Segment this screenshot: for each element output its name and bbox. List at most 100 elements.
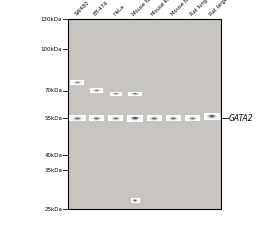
Bar	[168, 119, 169, 120]
Bar	[157, 120, 158, 121]
Bar	[137, 92, 138, 93]
Bar	[98, 89, 99, 90]
Bar	[152, 115, 153, 116]
Bar	[185, 115, 186, 116]
Bar	[82, 120, 83, 121]
Bar	[117, 117, 118, 118]
Bar	[137, 118, 138, 119]
Bar	[139, 116, 140, 117]
Bar	[97, 91, 98, 92]
Bar	[210, 117, 211, 118]
Bar	[89, 115, 90, 116]
Bar	[119, 118, 120, 119]
Bar	[92, 91, 93, 92]
Bar	[97, 115, 98, 116]
Bar	[186, 118, 187, 119]
Bar	[130, 93, 131, 94]
Bar	[168, 118, 169, 119]
Bar	[206, 116, 207, 117]
Bar	[155, 118, 156, 119]
Bar	[72, 116, 73, 117]
Bar	[99, 92, 100, 93]
Bar	[116, 115, 117, 116]
Bar	[193, 115, 194, 116]
Bar	[166, 117, 167, 118]
Bar	[158, 115, 159, 116]
Bar	[82, 80, 83, 81]
Bar	[74, 115, 75, 116]
Bar	[196, 117, 197, 118]
Bar	[192, 120, 193, 121]
Bar	[186, 120, 187, 121]
Bar	[73, 119, 74, 120]
Bar	[194, 119, 195, 120]
Bar	[167, 117, 168, 118]
Bar	[193, 118, 194, 119]
Bar	[91, 88, 92, 89]
Bar	[92, 117, 93, 118]
Bar	[172, 117, 173, 118]
Bar	[133, 115, 134, 116]
Bar	[140, 115, 141, 116]
Bar	[135, 115, 136, 116]
Bar	[119, 120, 120, 121]
Bar	[120, 118, 121, 119]
Bar	[94, 118, 95, 119]
Bar	[84, 121, 85, 122]
Bar	[117, 93, 118, 94]
Bar	[212, 118, 213, 119]
Bar	[131, 95, 132, 96]
Bar	[209, 119, 210, 120]
Bar	[191, 119, 192, 120]
Bar	[131, 116, 132, 117]
Bar	[130, 116, 131, 117]
Bar	[216, 118, 217, 119]
Bar	[129, 116, 130, 117]
Bar	[186, 117, 187, 118]
Bar	[83, 82, 84, 83]
Bar	[71, 120, 72, 121]
Bar	[109, 120, 110, 121]
Bar	[91, 92, 92, 93]
Bar	[214, 119, 215, 120]
Bar	[69, 120, 70, 121]
Bar	[192, 115, 193, 116]
Bar	[217, 115, 218, 116]
Bar	[210, 114, 211, 115]
Bar	[83, 117, 84, 118]
Text: Mouse lung: Mouse lung	[132, 0, 156, 17]
Bar	[210, 118, 211, 119]
Bar	[132, 93, 133, 94]
Bar	[113, 115, 114, 116]
Bar	[217, 113, 218, 114]
Bar	[215, 113, 216, 114]
Bar	[116, 117, 117, 118]
Bar	[70, 119, 71, 120]
Bar	[133, 120, 134, 121]
Bar	[99, 116, 100, 117]
Bar	[122, 118, 123, 119]
Bar	[70, 83, 71, 84]
Bar	[141, 115, 142, 116]
Bar	[174, 120, 175, 121]
Bar	[158, 119, 159, 120]
Bar	[99, 117, 100, 118]
Bar	[77, 116, 78, 117]
Bar	[131, 93, 132, 94]
Bar	[85, 121, 86, 122]
Bar	[198, 120, 199, 121]
Bar	[69, 121, 70, 122]
Bar	[130, 94, 131, 95]
Bar	[75, 120, 76, 121]
Bar	[212, 115, 213, 116]
Bar	[158, 120, 159, 121]
Bar	[140, 93, 141, 94]
Bar	[81, 81, 82, 82]
Bar	[204, 119, 205, 120]
Bar	[97, 116, 98, 117]
Bar	[136, 93, 137, 94]
Bar	[146, 118, 147, 119]
Bar	[79, 116, 80, 117]
Bar	[210, 115, 211, 116]
Bar	[94, 120, 95, 121]
